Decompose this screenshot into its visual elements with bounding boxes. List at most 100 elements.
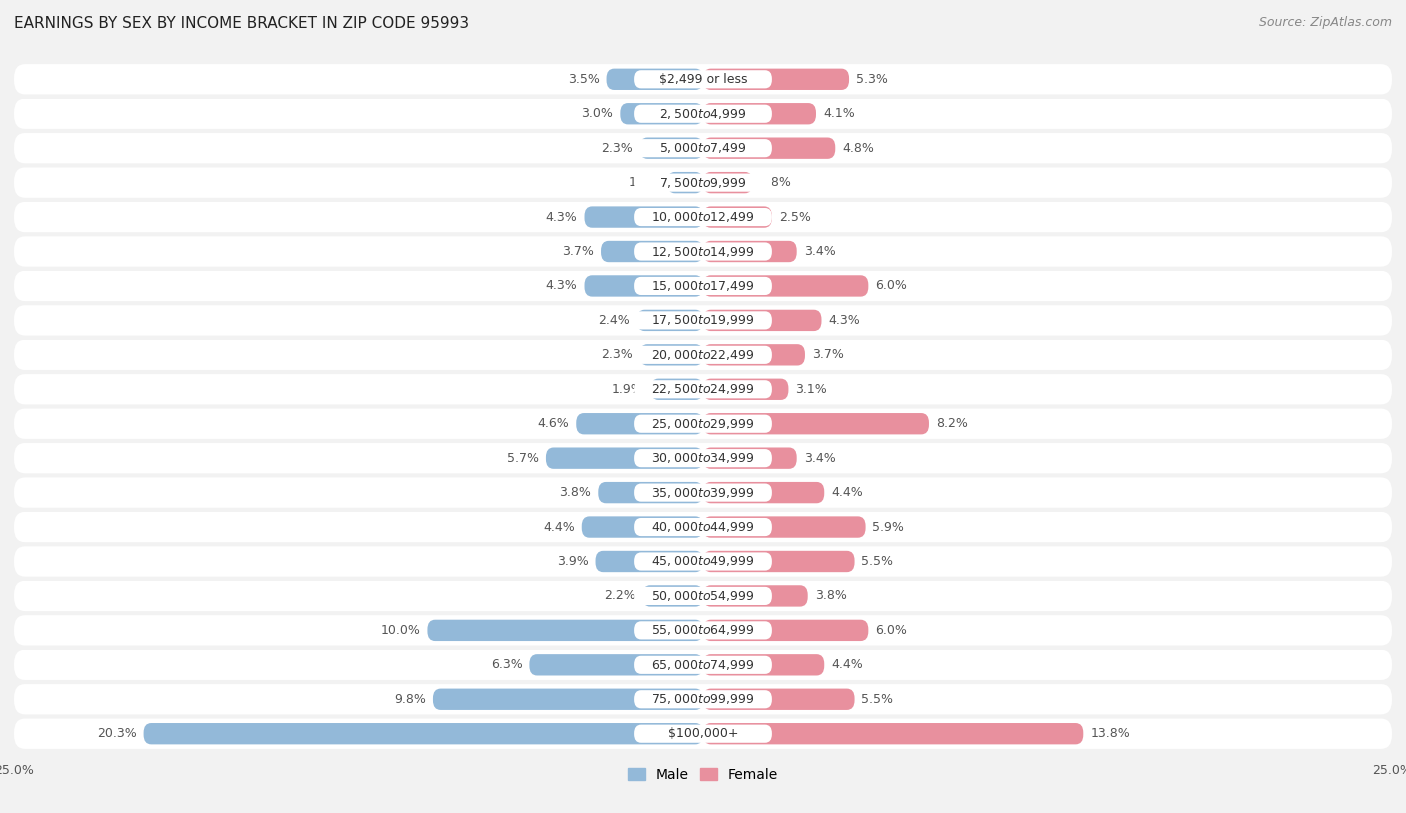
FancyBboxPatch shape [634,690,772,708]
FancyBboxPatch shape [634,656,772,674]
FancyBboxPatch shape [634,552,772,571]
FancyBboxPatch shape [14,340,1392,370]
FancyBboxPatch shape [582,516,703,537]
FancyBboxPatch shape [703,723,1083,745]
FancyBboxPatch shape [703,413,929,434]
FancyBboxPatch shape [634,208,772,226]
FancyBboxPatch shape [703,516,866,537]
Text: 3.5%: 3.5% [568,73,599,86]
Text: 5.3%: 5.3% [856,73,887,86]
FancyBboxPatch shape [640,344,703,366]
FancyBboxPatch shape [634,518,772,536]
FancyBboxPatch shape [14,374,1392,404]
FancyBboxPatch shape [620,103,703,124]
FancyBboxPatch shape [606,68,703,90]
Text: 3.8%: 3.8% [560,486,592,499]
FancyBboxPatch shape [634,242,772,261]
Text: $7,500 to $9,999: $7,500 to $9,999 [659,176,747,189]
FancyBboxPatch shape [634,724,772,743]
Text: 4.3%: 4.3% [546,211,578,224]
Text: $75,000 to $99,999: $75,000 to $99,999 [651,692,755,706]
Text: $10,000 to $12,499: $10,000 to $12,499 [651,210,755,224]
FancyBboxPatch shape [14,684,1392,715]
FancyBboxPatch shape [703,172,752,193]
FancyBboxPatch shape [14,202,1392,233]
Text: 6.0%: 6.0% [875,624,907,637]
Text: 2.4%: 2.4% [598,314,630,327]
Text: 3.4%: 3.4% [804,245,835,258]
FancyBboxPatch shape [637,310,703,331]
Text: 4.4%: 4.4% [543,520,575,533]
Text: 3.4%: 3.4% [804,452,835,465]
FancyBboxPatch shape [634,173,772,192]
FancyBboxPatch shape [14,409,1392,439]
FancyBboxPatch shape [433,689,703,710]
Text: $2,499 or less: $2,499 or less [659,73,747,86]
FancyBboxPatch shape [14,719,1392,749]
FancyBboxPatch shape [14,305,1392,336]
FancyBboxPatch shape [640,137,703,159]
Text: 3.0%: 3.0% [582,107,613,120]
Text: 6.0%: 6.0% [875,280,907,293]
Text: 1.3%: 1.3% [628,176,661,189]
FancyBboxPatch shape [703,482,824,503]
FancyBboxPatch shape [703,620,869,641]
Text: 4.3%: 4.3% [828,314,860,327]
Text: 4.3%: 4.3% [546,280,578,293]
Text: 9.8%: 9.8% [394,693,426,706]
Text: $5,000 to $7,499: $5,000 to $7,499 [659,141,747,155]
FancyBboxPatch shape [14,650,1392,680]
FancyBboxPatch shape [634,449,772,467]
Legend: Male, Female: Male, Female [623,763,783,788]
Text: $50,000 to $54,999: $50,000 to $54,999 [651,589,755,603]
FancyBboxPatch shape [14,271,1392,301]
FancyBboxPatch shape [703,137,835,159]
FancyBboxPatch shape [634,415,772,433]
Text: 4.4%: 4.4% [831,659,863,672]
FancyBboxPatch shape [14,477,1392,508]
FancyBboxPatch shape [703,344,806,366]
Text: 3.8%: 3.8% [814,589,846,602]
FancyBboxPatch shape [703,68,849,90]
Text: $55,000 to $64,999: $55,000 to $64,999 [651,624,755,637]
FancyBboxPatch shape [634,139,772,157]
FancyBboxPatch shape [634,484,772,502]
FancyBboxPatch shape [703,654,824,676]
FancyBboxPatch shape [599,482,703,503]
FancyBboxPatch shape [703,551,855,572]
FancyBboxPatch shape [14,167,1392,198]
FancyBboxPatch shape [634,621,772,640]
FancyBboxPatch shape [634,346,772,364]
FancyBboxPatch shape [576,413,703,434]
FancyBboxPatch shape [703,207,772,228]
Text: 5.9%: 5.9% [873,520,904,533]
Text: $12,500 to $14,999: $12,500 to $14,999 [651,245,755,259]
FancyBboxPatch shape [14,615,1392,646]
Text: $25,000 to $29,999: $25,000 to $29,999 [651,417,755,431]
FancyBboxPatch shape [703,103,815,124]
Text: $40,000 to $44,999: $40,000 to $44,999 [651,520,755,534]
FancyBboxPatch shape [600,241,703,262]
FancyBboxPatch shape [643,585,703,606]
FancyBboxPatch shape [703,379,789,400]
FancyBboxPatch shape [703,276,869,297]
Text: 3.7%: 3.7% [811,348,844,361]
Text: 6.3%: 6.3% [491,659,523,672]
Text: EARNINGS BY SEX BY INCOME BRACKET IN ZIP CODE 95993: EARNINGS BY SEX BY INCOME BRACKET IN ZIP… [14,16,470,31]
Text: 2.3%: 2.3% [600,348,633,361]
FancyBboxPatch shape [703,241,797,262]
Text: 2.3%: 2.3% [600,141,633,154]
Text: 5.5%: 5.5% [862,555,893,568]
Text: $2,500 to $4,999: $2,500 to $4,999 [659,107,747,121]
FancyBboxPatch shape [14,237,1392,267]
Text: 10.0%: 10.0% [381,624,420,637]
Text: 3.7%: 3.7% [562,245,595,258]
Text: 13.8%: 13.8% [1090,727,1130,740]
FancyBboxPatch shape [651,379,703,400]
Text: 8.2%: 8.2% [936,417,967,430]
FancyBboxPatch shape [585,207,703,228]
FancyBboxPatch shape [596,551,703,572]
Text: $22,500 to $24,999: $22,500 to $24,999 [651,382,755,396]
Text: $17,500 to $19,999: $17,500 to $19,999 [651,313,755,328]
Text: $20,000 to $22,499: $20,000 to $22,499 [651,348,755,362]
